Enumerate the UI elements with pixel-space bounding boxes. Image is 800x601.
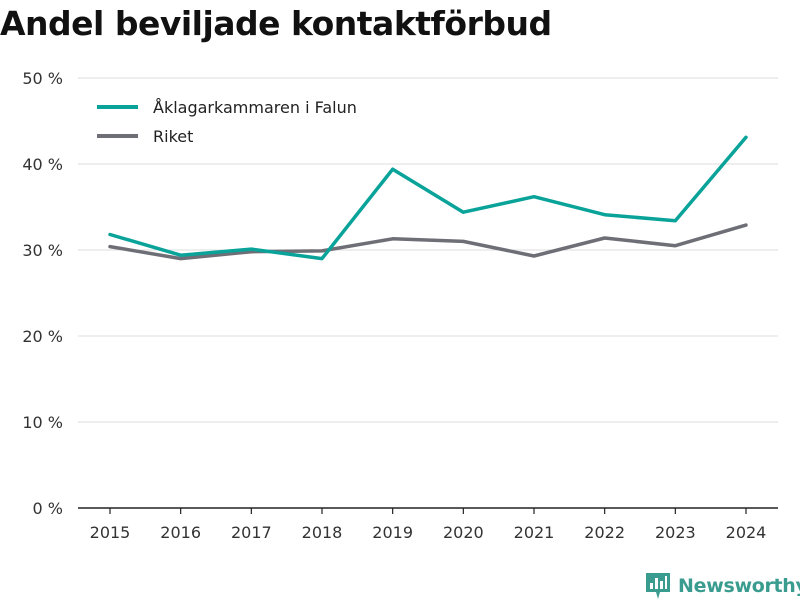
legend: Åklagarkammaren i Falun Riket [97, 98, 357, 146]
y-axis-ticks: 0 % 10 % 20 % 30 % 40 % 50 % [22, 69, 63, 518]
chart-title: Andel beviljade kontaktförbud [0, 4, 552, 43]
x-tick-label: 2018 [302, 523, 343, 542]
series-line-0 [108, 135, 748, 261]
y-tick-label: 30 % [22, 241, 63, 260]
legend-label: Åklagarkammaren i Falun [153, 98, 357, 117]
gridlines [78, 77, 778, 509]
x-tick-label: 2024 [726, 523, 767, 542]
x-axis-ticks: 2015 2016 2017 2018 2019 2020 2021 2022 2023 2024 [90, 508, 767, 542]
series-line-1 [108, 223, 748, 261]
x-tick-label: 2021 [514, 523, 555, 542]
y-tick-label: 0 % [33, 499, 63, 518]
y-tick-label: 20 % [22, 327, 63, 346]
newsworthy-logo-icon [646, 573, 670, 599]
y-tick-label: 10 % [22, 413, 63, 432]
x-tick-label: 2020 [443, 523, 484, 542]
x-tick-label: 2019 [372, 523, 413, 542]
x-tick-label: 2022 [584, 523, 625, 542]
brand-name: Newsworthy [678, 575, 800, 597]
x-tick-label: 2016 [160, 523, 201, 542]
x-tick-label: 2017 [231, 523, 272, 542]
y-tick-label: 40 % [22, 155, 63, 174]
legend-label: Riket [153, 127, 193, 146]
x-tick-label: 2023 [655, 523, 696, 542]
brand-logo: Newsworthy [645, 571, 800, 601]
x-tick-label: 2015 [90, 523, 131, 542]
series-lines [108, 135, 748, 261]
y-tick-label: 50 % [22, 69, 63, 88]
